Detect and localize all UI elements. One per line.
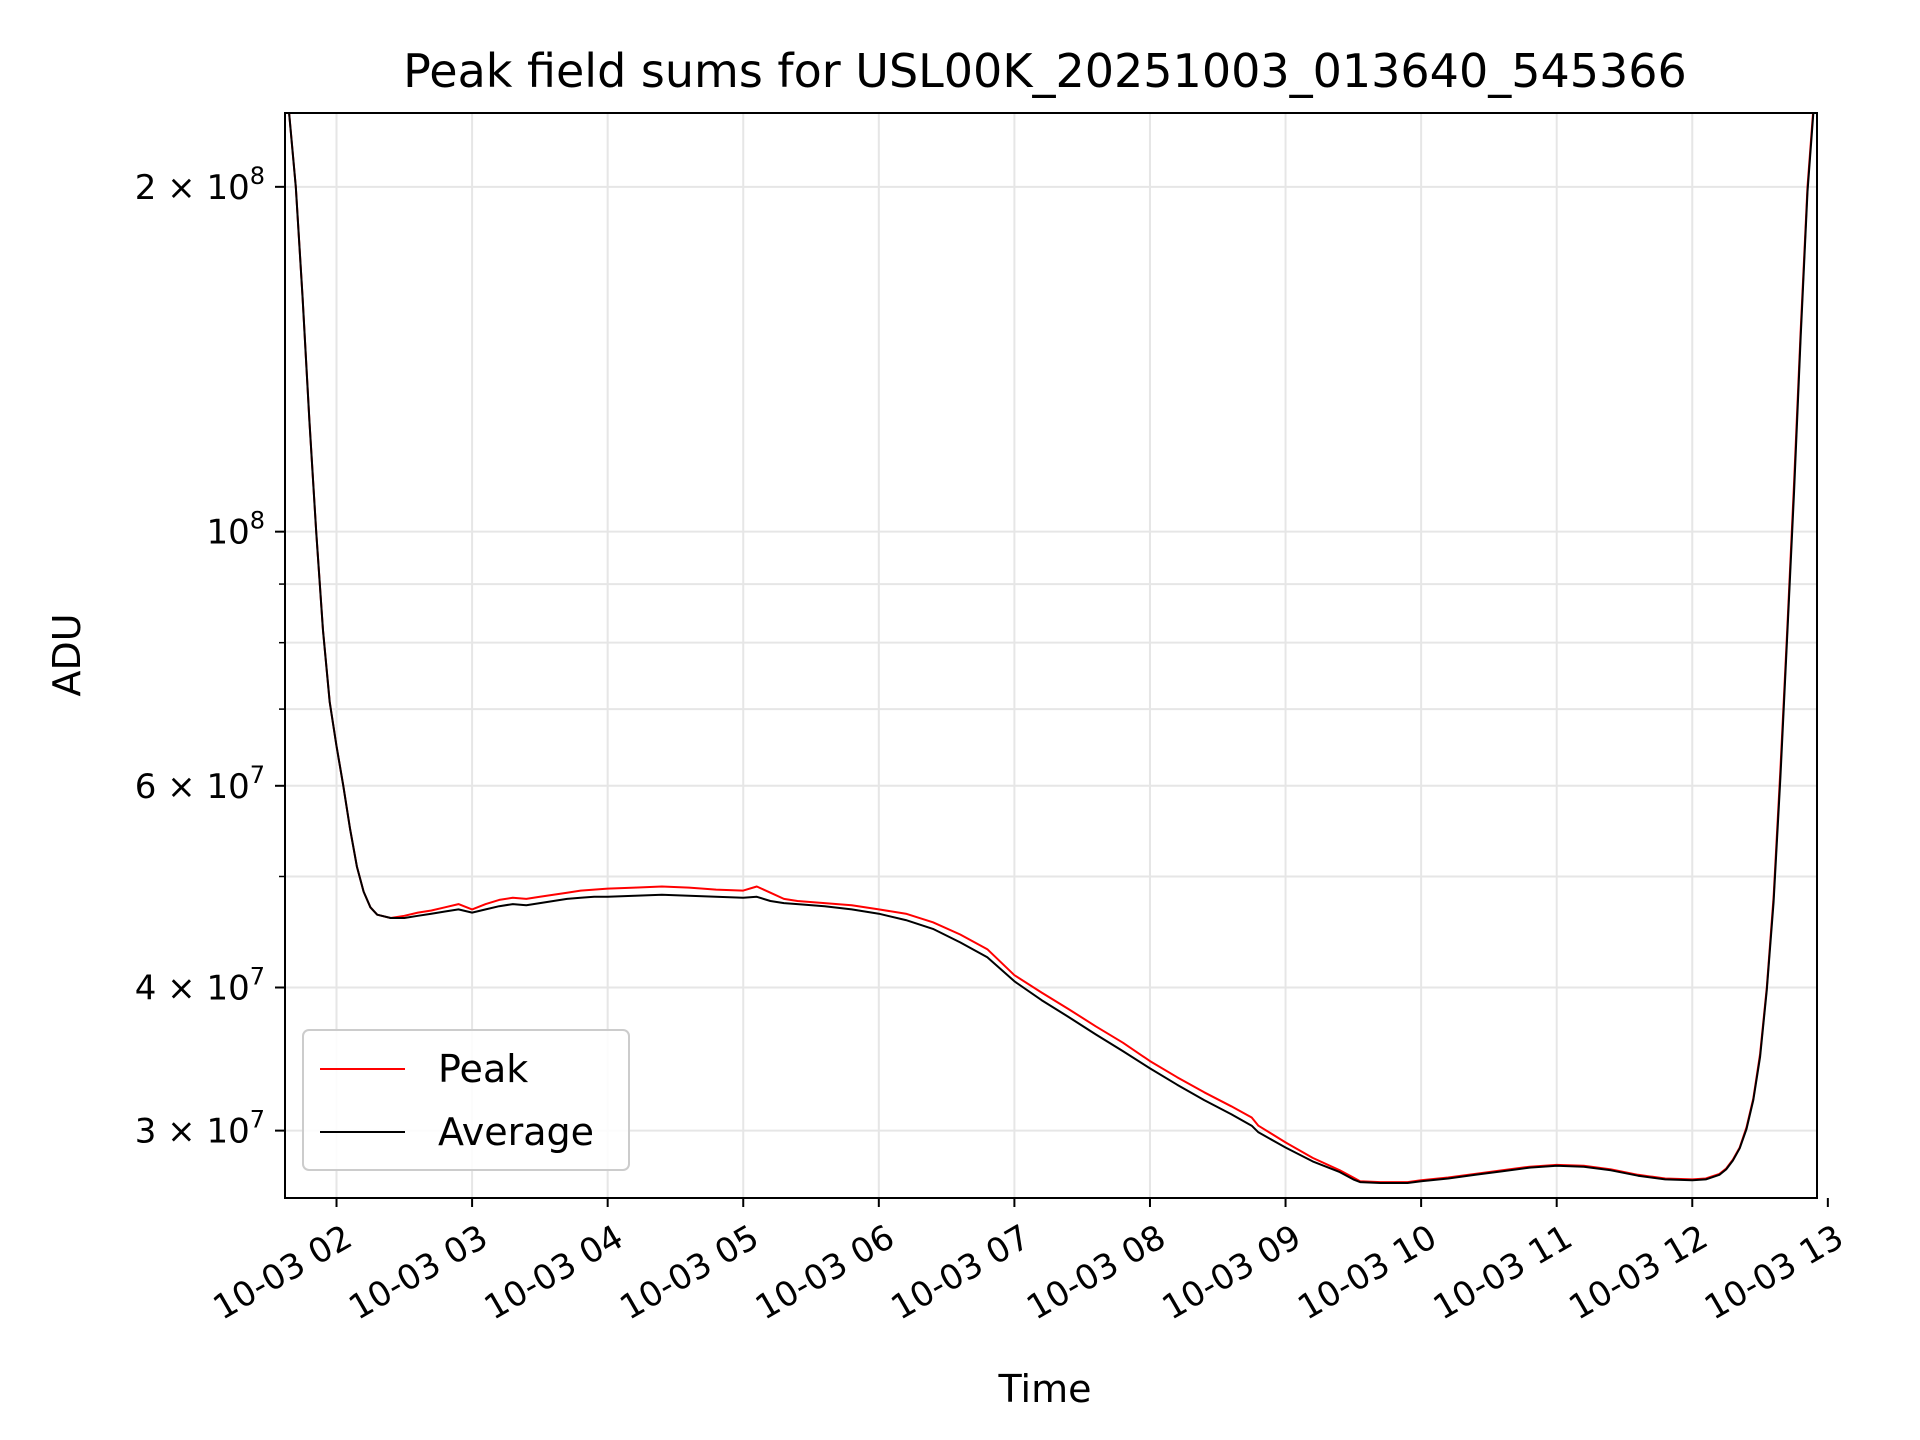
- plot-lines: [288, 113, 1815, 1184]
- legend-label-average: Average: [438, 1110, 594, 1154]
- y-tick-label: 108: [206, 507, 265, 553]
- y-tick-label: 6 × 107: [135, 761, 265, 807]
- legend-label-peak: Peak: [438, 1047, 528, 1091]
- legend-box: [302, 1029, 630, 1171]
- y-tick-label: 2 × 108: [135, 162, 265, 208]
- y-tick-label: 4 × 107: [135, 963, 265, 1009]
- legend: Peak Average: [302, 1029, 630, 1171]
- series-line-average: [288, 113, 1815, 1184]
- x-axis-label: Time: [998, 1367, 1092, 1411]
- y-axis-label: ADU: [45, 613, 89, 696]
- y-axis-ticks: 3 × 107 4 × 107 6 × 107 108 2 × 108: [135, 162, 285, 1152]
- plot-frame: [284, 112, 1818, 1199]
- chart-title: Peak field sums for USL00K_20251003_0136…: [403, 44, 1687, 98]
- y-tick-label: 3 × 107: [135, 1106, 265, 1152]
- grid-lines: [285, 113, 1817, 1198]
